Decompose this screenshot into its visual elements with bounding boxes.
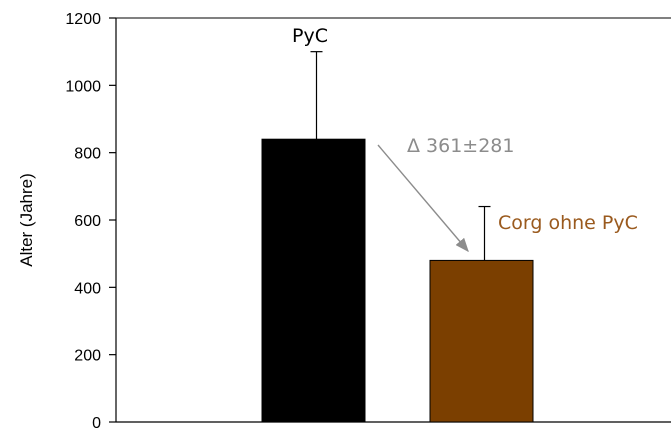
difference-label: Δ 361±281 xyxy=(407,135,515,157)
y-axis-ticks: 0 200 400 600 800 1000 1200 xyxy=(65,11,116,430)
y-tick-label: 200 xyxy=(74,348,101,365)
bar-corg-ohne-pyc xyxy=(429,259,534,423)
y-tick-label: 1000 xyxy=(65,78,101,95)
bar-label-pyc: PyC xyxy=(292,25,328,47)
difference-annotation: Δ 361±281 xyxy=(377,135,515,253)
y-tick-label: 0 xyxy=(92,415,101,430)
y-axis-title: Alter (Jahre) xyxy=(17,173,36,267)
difference-arrow xyxy=(377,144,469,253)
y-tick-label: 800 xyxy=(74,146,101,163)
bar-pyc xyxy=(261,138,366,423)
bar-label-corg-ohne-pyc: Corg ohne PyC xyxy=(498,212,638,234)
y-tick-label: 1200 xyxy=(65,11,101,28)
bars xyxy=(261,51,534,423)
y-tick-label: 400 xyxy=(74,280,101,297)
bar-labels: PyC Corg ohne PyC xyxy=(292,25,638,234)
y-tick-label: 600 xyxy=(74,213,101,230)
